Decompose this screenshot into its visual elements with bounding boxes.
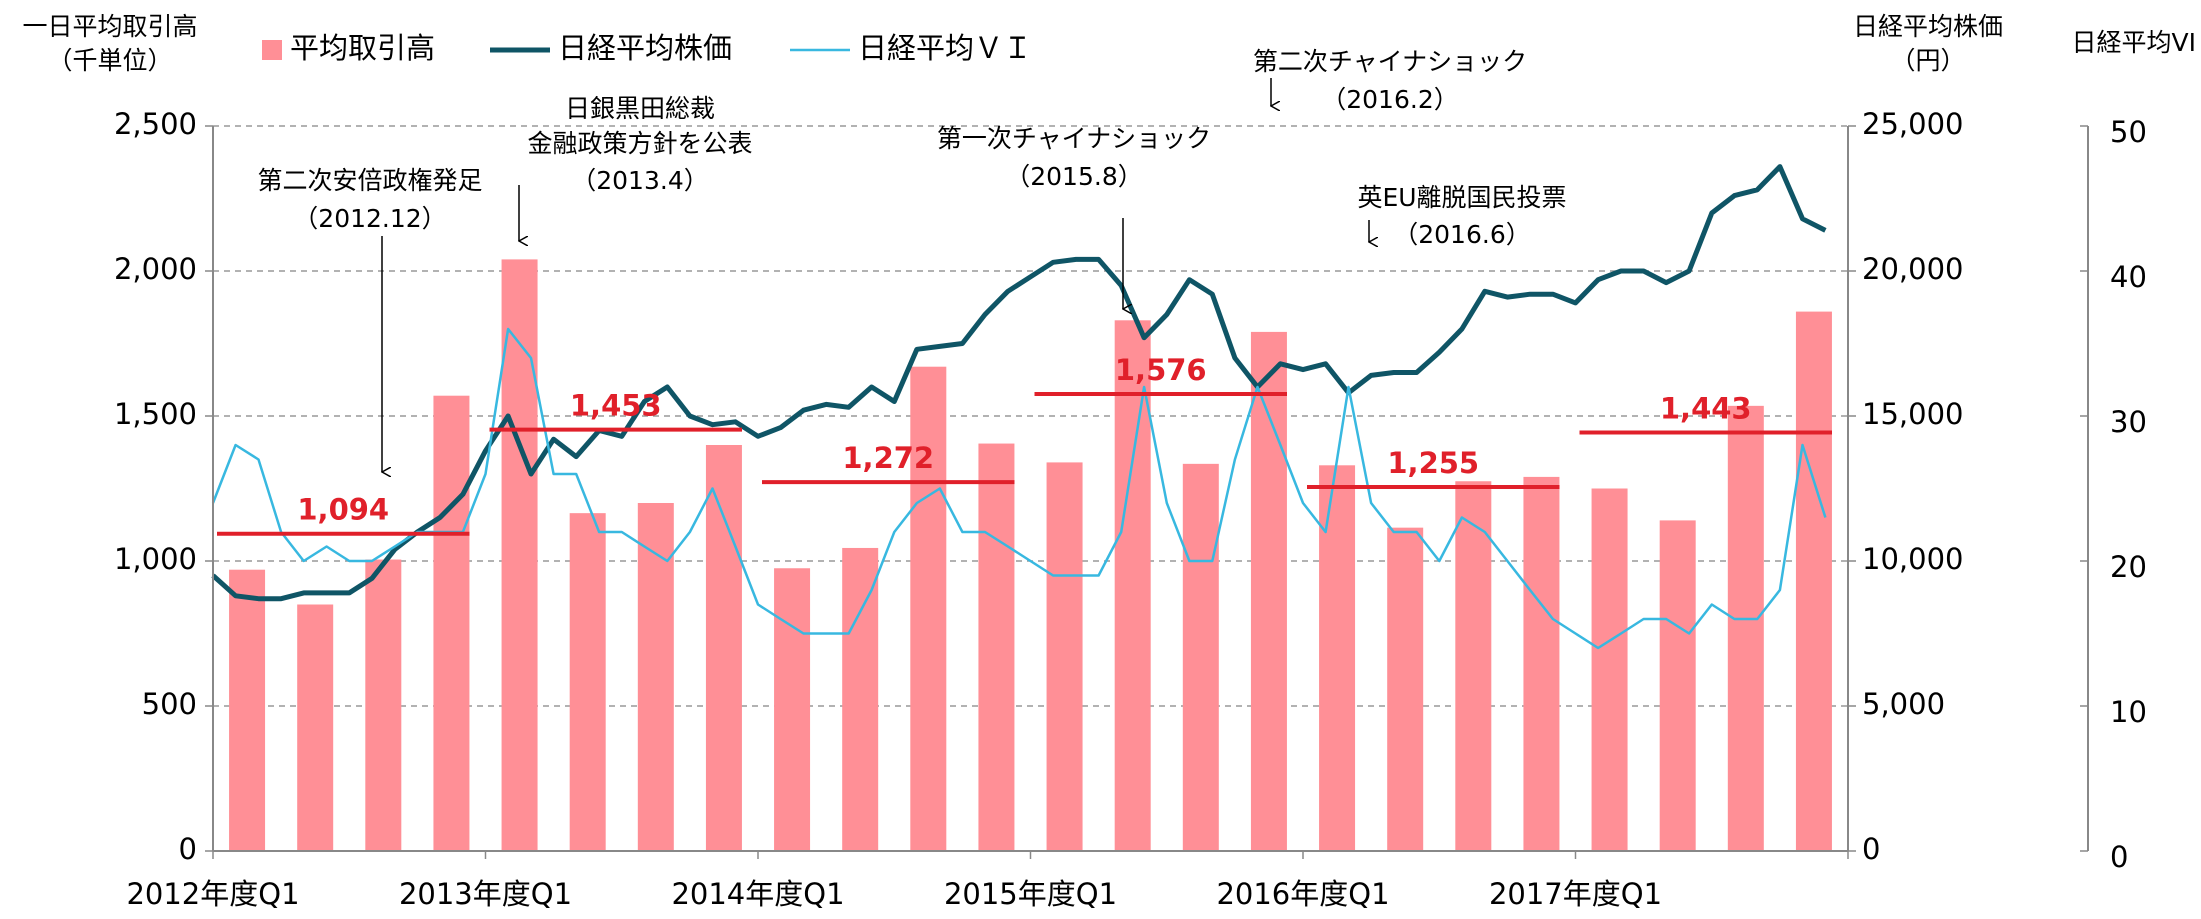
bar: [1250, 331, 1287, 851]
annotation: （2016.2）: [1321, 85, 1458, 114]
bar: [1182, 463, 1219, 851]
y3-tick-label: 30: [2110, 405, 2147, 439]
y3-tick-label: 20: [2110, 550, 2147, 584]
y-tick-label: 500: [142, 687, 197, 721]
bar: [705, 445, 742, 851]
x-tick-label: 2014年度Q1: [671, 877, 844, 911]
annotation: （2012.12）: [293, 204, 446, 233]
y2-title: 日経平均株価: [1853, 12, 2003, 41]
bar: [1795, 311, 1832, 852]
bar: [501, 259, 538, 851]
data-label: 1,272: [842, 441, 934, 475]
annotation: （2015.8）: [1005, 162, 1142, 191]
x-tick-label: 2016年度Q1: [1216, 877, 1389, 911]
data-label: 1,576: [1115, 353, 1207, 387]
y2-tick-label: 0: [1862, 832, 1880, 866]
y3-title: 日経平均VI: [2072, 28, 2196, 57]
y2-tick-label: 10,000: [1862, 542, 1963, 576]
bar: [842, 547, 879, 851]
annotation: （2013.4）: [571, 166, 708, 195]
bar: [774, 568, 811, 851]
line: [211, 164, 1827, 602]
annotation: 第一次チャイナショック: [937, 124, 1211, 153]
annotation: 日銀黒田総裁: [565, 94, 715, 123]
y2-tick-label: 25,000: [1862, 107, 1963, 141]
bar: [569, 513, 606, 851]
y3-tick-label: 40: [2110, 260, 2147, 294]
x-tick-label: 2017年度Q1: [1489, 877, 1662, 911]
bar: [1523, 476, 1560, 851]
bar: [1114, 320, 1151, 851]
bar: [1591, 488, 1628, 851]
data-label: 1,255: [1387, 446, 1479, 480]
bar: [978, 443, 1015, 851]
legend-label: 平均取引高: [290, 31, 435, 65]
bar: [910, 366, 947, 851]
y-tick-label: 1,000: [114, 542, 197, 576]
y-title: （千単位）: [47, 46, 172, 75]
bar: [433, 395, 470, 851]
y-tick-label: 2,500: [114, 107, 197, 141]
y3-tick-label: 10: [2110, 695, 2147, 729]
y3-tick-label: 50: [2110, 115, 2147, 149]
bar: [1727, 405, 1764, 851]
data-label: 1,443: [1660, 392, 1752, 426]
legend-label: 日経平均株価: [558, 31, 732, 65]
x-tick-label: 2012年度Q1: [126, 877, 299, 911]
line: [211, 327, 1827, 650]
data-label: 1,453: [570, 389, 662, 423]
annotation: （2016.6）: [1393, 220, 1530, 249]
annotation: 第二次チャイナショック: [1253, 47, 1527, 76]
y-tick-label: 2,000: [114, 252, 197, 286]
annotation: 英EU離脱国民投票: [1357, 183, 1566, 212]
bar: [1455, 481, 1492, 851]
bar: [297, 604, 334, 851]
bar: [229, 569, 266, 851]
bar: [1659, 520, 1696, 851]
y2-title: （円）: [1890, 46, 1965, 75]
annotation: 金融政策方針を公表: [527, 129, 752, 158]
x-tick-label: 2015年度Q1: [944, 877, 1117, 911]
x-tick-label: 2013年度Q1: [399, 877, 572, 911]
y2-tick-label: 15,000: [1862, 397, 1963, 431]
annotation: 第二次安倍政権発足: [257, 166, 482, 195]
y2-tick-label: 5,000: [1862, 687, 1945, 721]
bar: [1319, 465, 1356, 851]
legend-label: 日経平均ＶＩ: [858, 31, 1032, 65]
y-title: 一日平均取引高: [22, 12, 197, 41]
y-tick-label: 1,500: [114, 397, 197, 431]
y3-tick-label: 0: [2110, 840, 2128, 874]
bar: [365, 559, 402, 851]
bar: [1387, 527, 1424, 851]
data-label: 1,094: [297, 493, 389, 527]
bar: [1046, 462, 1083, 851]
y2-tick-label: 20,000: [1862, 252, 1963, 286]
y-tick-label: 0: [179, 832, 197, 866]
legend-swatch: [262, 40, 282, 60]
